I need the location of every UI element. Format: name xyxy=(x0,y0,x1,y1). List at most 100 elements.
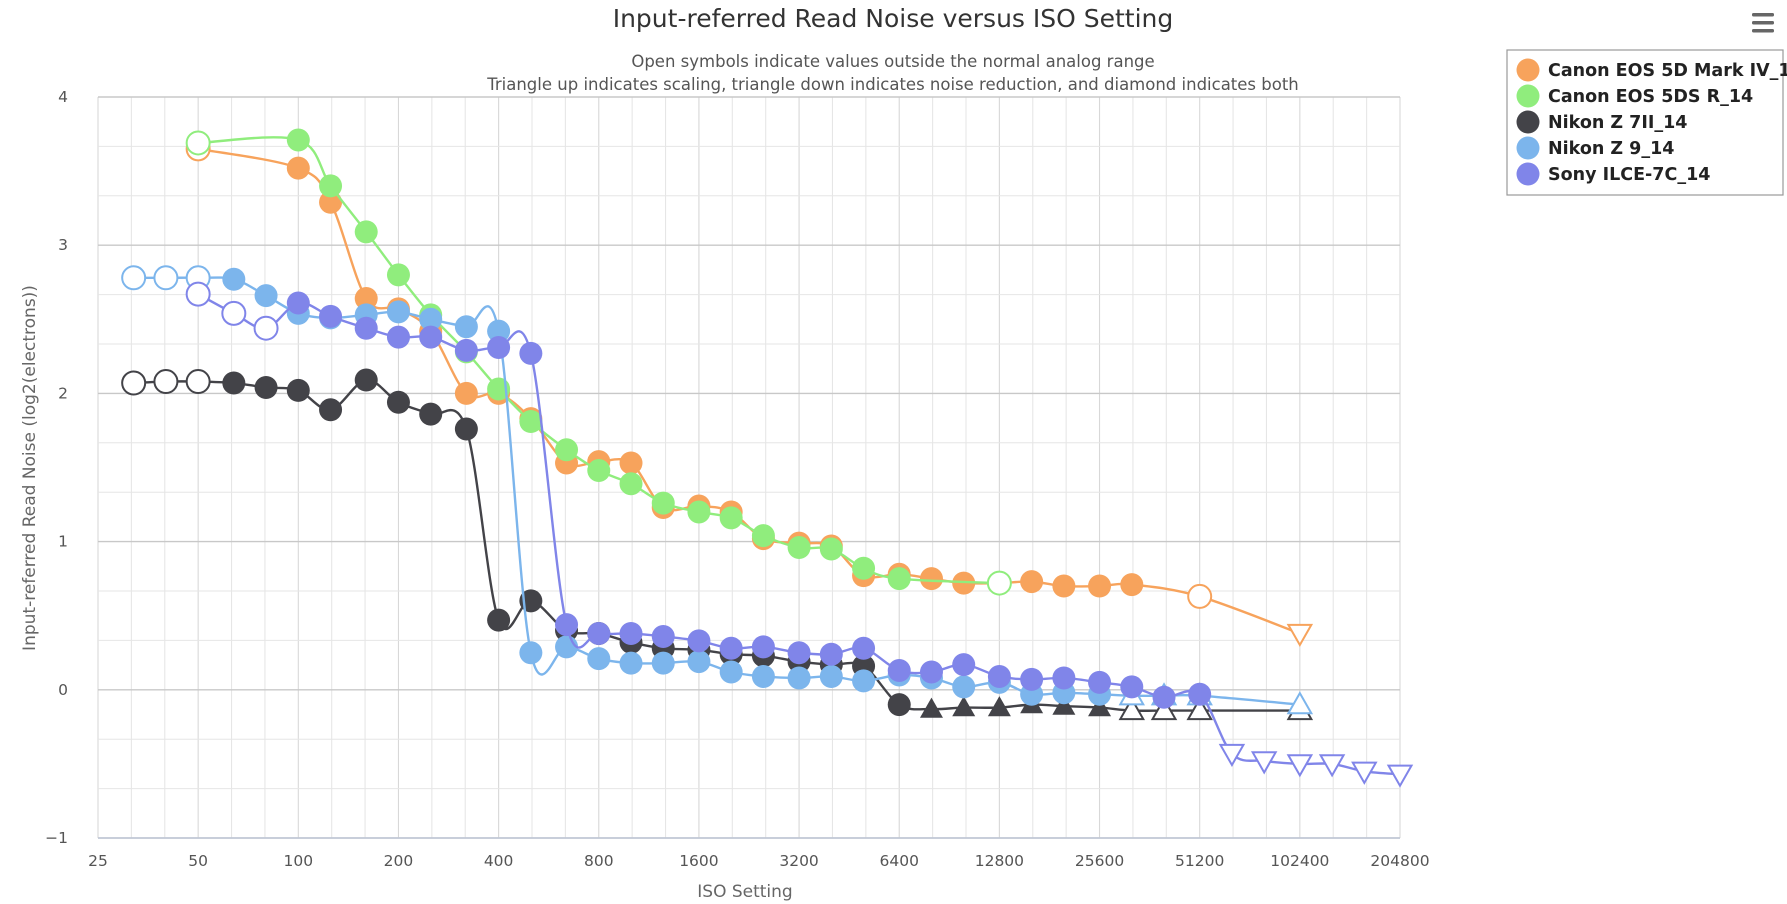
canon-eos-5ds-r-14-point[interactable] xyxy=(687,500,711,524)
sony-ilce-7c-14-point[interactable] xyxy=(319,304,343,328)
nikon-z-7ii-14-point[interactable] xyxy=(254,375,278,399)
legend-item-sony-ilce-7c-14[interactable]: Sony ILCE-7C_14 xyxy=(1516,162,1711,186)
nikon-z-9-14-point[interactable] xyxy=(1286,691,1314,715)
sony-ilce-7c-14-point[interactable] xyxy=(386,325,410,349)
sony-ilce-7c-14-point[interactable] xyxy=(1286,754,1314,778)
nikon-z-7ii-14-point[interactable] xyxy=(987,696,1011,717)
nikon-z-9-14-point[interactable] xyxy=(787,666,811,690)
canon-eos-5ds-r-14-point[interactable] xyxy=(787,536,811,560)
nikon-z-9-14-point[interactable] xyxy=(153,265,179,291)
canon-eos-5ds-r-14-point[interactable] xyxy=(651,491,675,515)
series-line-nikon-z-7ii-14[interactable] xyxy=(133,378,1300,712)
sony-ilce-7c-14-point[interactable] xyxy=(952,653,976,677)
legend-item-nikon-z-7ii-14[interactable]: Nikon Z 7II_14 xyxy=(1516,110,1688,134)
sony-ilce-7c-14-point[interactable] xyxy=(787,641,811,665)
canon-eos-5ds-r-14-point[interactable] xyxy=(587,458,611,482)
canon-eos-5ds-r-14-point[interactable] xyxy=(286,128,310,152)
nikon-z-9-14-point[interactable] xyxy=(619,651,643,675)
nikon-z-9-14-point[interactable] xyxy=(719,660,743,684)
sony-ilce-7c-14-point[interactable] xyxy=(555,613,579,637)
canon-eos-5d-mark-iv-14-point[interactable] xyxy=(1052,574,1076,598)
canon-eos-5d-mark-iv-14-point[interactable] xyxy=(286,156,310,180)
nikon-z-7ii-14-point[interactable] xyxy=(1150,697,1178,721)
nikon-z-9-14-point[interactable] xyxy=(651,651,675,675)
nikon-z-7ii-14-point[interactable] xyxy=(222,371,246,395)
canon-eos-5d-mark-iv-14-point[interactable] xyxy=(319,190,343,214)
legend-item-canon-eos-5d-mark-iv-14[interactable]: Canon EOS 5D Mark IV_14 xyxy=(1516,58,1787,82)
canon-eos-5ds-r-14-point[interactable] xyxy=(555,438,579,462)
nikon-z-7ii-14-point[interactable] xyxy=(1186,697,1213,721)
sony-ilce-7c-14-point[interactable] xyxy=(221,300,247,326)
canon-eos-5d-mark-iv-14-point[interactable] xyxy=(619,451,643,475)
sony-ilce-7c-14-point[interactable] xyxy=(751,635,775,659)
sony-ilce-7c-14-point[interactable] xyxy=(1318,754,1346,778)
nikon-z-9-14-point[interactable] xyxy=(952,675,976,699)
sony-ilce-7c-14-point[interactable] xyxy=(253,315,279,341)
sony-ilce-7c-14-point[interactable] xyxy=(354,316,378,340)
nikon-z-9-14-point[interactable] xyxy=(819,664,843,688)
canon-eos-5d-mark-iv-14-point[interactable] xyxy=(1088,574,1112,598)
nikon-z-7ii-14-point[interactable] xyxy=(386,390,410,414)
canon-eos-5d-mark-iv-14-point[interactable] xyxy=(1020,570,1044,594)
nikon-z-7ii-14-point[interactable] xyxy=(1088,696,1112,717)
canon-eos-5d-mark-iv-14-point[interactable] xyxy=(1187,583,1213,609)
nikon-z-9-14-point[interactable] xyxy=(254,284,278,308)
canon-eos-5ds-r-14-point[interactable] xyxy=(519,410,543,434)
sony-ilce-7c-14-point[interactable] xyxy=(587,621,611,645)
sony-ilce-7c-14-point[interactable] xyxy=(185,281,211,307)
sony-ilce-7c-14-point[interactable] xyxy=(1020,667,1044,691)
canon-eos-5ds-r-14-point[interactable] xyxy=(852,556,876,580)
nikon-z-7ii-14-point[interactable] xyxy=(919,697,943,718)
nikon-z-7ii-14-point[interactable] xyxy=(419,402,443,426)
nikon-z-7ii-14-point[interactable] xyxy=(952,696,976,717)
canon-eos-5d-mark-iv-14-point[interactable] xyxy=(919,567,943,591)
nikon-z-7ii-14-point[interactable] xyxy=(286,378,310,402)
nikon-z-9-14-point[interactable] xyxy=(386,300,410,324)
canon-eos-5ds-r-14-point[interactable] xyxy=(751,524,775,548)
legend-item-canon-eos-5ds-r-14[interactable]: Canon EOS 5DS R_14 xyxy=(1516,84,1754,108)
sony-ilce-7c-14-point[interactable] xyxy=(454,338,478,362)
nikon-z-9-14-point[interactable] xyxy=(751,664,775,688)
nikon-z-9-14-point[interactable] xyxy=(852,669,876,693)
sony-ilce-7c-14-point[interactable] xyxy=(1188,682,1212,706)
canon-eos-5ds-r-14-point[interactable] xyxy=(819,537,843,561)
sony-ilce-7c-14-point[interactable] xyxy=(419,325,443,349)
canon-eos-5ds-r-14-point[interactable] xyxy=(887,567,911,591)
sony-ilce-7c-14-point[interactable] xyxy=(987,664,1011,688)
sony-ilce-7c-14-point[interactable] xyxy=(1052,666,1076,690)
sony-ilce-7c-14-point[interactable] xyxy=(1218,743,1246,768)
sony-ilce-7c-14-point[interactable] xyxy=(1088,670,1112,694)
nikon-z-7ii-14-point[interactable] xyxy=(887,693,911,717)
canon-eos-5ds-r-14-point[interactable] xyxy=(319,174,343,198)
sony-ilce-7c-14-point[interactable] xyxy=(1250,751,1278,775)
canon-eos-5ds-r-14-point[interactable] xyxy=(185,130,211,156)
nikon-z-7ii-14-point[interactable] xyxy=(319,398,343,422)
legend-item-nikon-z-9-14[interactable]: Nikon Z 9_14 xyxy=(1516,136,1675,160)
canon-eos-5d-mark-iv-14-point[interactable] xyxy=(454,381,478,405)
canon-eos-5ds-r-14-point[interactable] xyxy=(986,570,1012,596)
nikon-z-7ii-14-point[interactable] xyxy=(454,417,478,441)
nikon-z-9-14-point[interactable] xyxy=(519,641,543,665)
nikon-z-7ii-14-point[interactable] xyxy=(354,368,378,392)
sony-ilce-7c-14-point[interactable] xyxy=(487,335,511,359)
nikon-z-7ii-14-point[interactable] xyxy=(1052,694,1076,715)
sony-ilce-7c-14-point[interactable] xyxy=(852,636,876,660)
nikon-z-7ii-14-point[interactable] xyxy=(487,608,511,632)
sony-ilce-7c-14-point[interactable] xyxy=(1120,675,1144,699)
canon-eos-5ds-r-14-point[interactable] xyxy=(719,506,743,530)
canon-eos-5ds-r-14-point[interactable] xyxy=(354,220,378,244)
sony-ilce-7c-14-point[interactable] xyxy=(887,659,911,683)
canon-eos-5d-mark-iv-14-point[interactable] xyxy=(354,287,378,311)
hamburger-menu-icon[interactable] xyxy=(1752,13,1774,33)
sony-ilce-7c-14-point[interactable] xyxy=(1152,685,1176,709)
nikon-z-9-14-point[interactable] xyxy=(419,307,443,331)
nikon-z-7ii-14-point[interactable] xyxy=(121,370,147,396)
sony-ilce-7c-14-point[interactable] xyxy=(1386,764,1414,788)
nikon-z-9-14-point[interactable] xyxy=(587,647,611,671)
nikon-z-9-14-point[interactable] xyxy=(454,315,478,339)
sony-ilce-7c-14-point[interactable] xyxy=(286,291,310,315)
nikon-z-7ii-14-point[interactable] xyxy=(1118,697,1146,721)
sony-ilce-7c-14-point[interactable] xyxy=(919,660,943,684)
sony-ilce-7c-14-point[interactable] xyxy=(651,624,675,648)
nikon-z-7ii-14-point[interactable] xyxy=(185,369,211,395)
